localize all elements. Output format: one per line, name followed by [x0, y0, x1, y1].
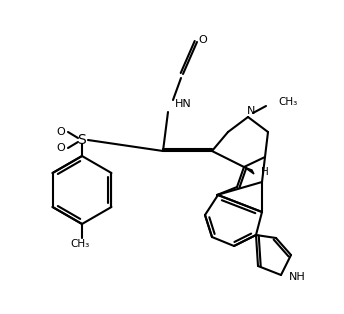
Polygon shape: [244, 167, 254, 174]
Text: O: O: [198, 35, 207, 45]
Text: S: S: [78, 133, 86, 147]
Text: O: O: [57, 143, 65, 153]
Text: N: N: [247, 106, 255, 116]
Text: CH₃: CH₃: [70, 239, 89, 249]
Text: H: H: [261, 167, 269, 177]
Text: CH₃: CH₃: [278, 97, 297, 107]
Text: O: O: [57, 127, 65, 137]
Text: HN: HN: [175, 99, 192, 109]
Text: NH: NH: [289, 272, 306, 282]
